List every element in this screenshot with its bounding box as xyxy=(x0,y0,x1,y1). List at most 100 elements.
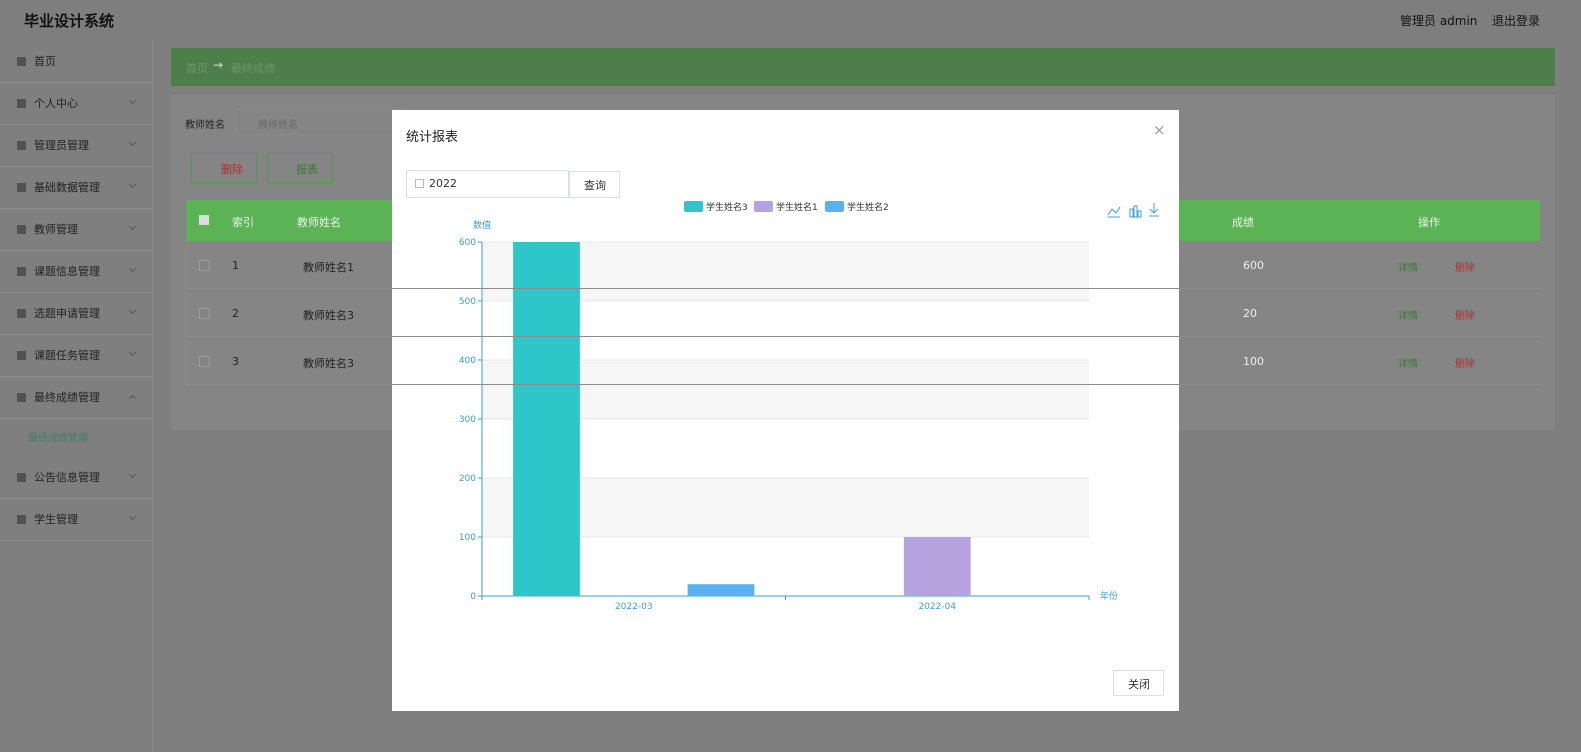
close-button[interactable] xyxy=(1113,670,1164,696)
y-tick-label: 300 xyxy=(459,415,476,425)
table-header-cell: 索引 xyxy=(232,216,254,229)
legend-swatch[interactable] xyxy=(684,201,703,212)
sidebar-item-label: 基础数据管理 xyxy=(34,181,100,194)
toolbox[interactable] xyxy=(1107,203,1159,218)
search-placeholder: 教师姓名 xyxy=(258,120,298,131)
legend-label[interactable]: 学生姓名1 xyxy=(776,201,818,213)
y-axis-label: 数值 xyxy=(473,219,491,231)
delete-link[interactable]: 删除 xyxy=(1455,263,1475,274)
bar xyxy=(687,584,755,596)
sidebar-item[interactable]: 管理员管理 xyxy=(0,125,152,167)
y-tick-label: 500 xyxy=(459,297,476,307)
top-bar xyxy=(0,0,1581,40)
sidebar-item-label: 课题信息管理 xyxy=(34,265,100,278)
app-title: 毕业设计系统 xyxy=(24,12,115,30)
chevron xyxy=(128,96,137,105)
sidebar-icon xyxy=(17,351,26,360)
chevron xyxy=(128,512,137,521)
sidebar-item-label: 课题任务管理 xyxy=(34,349,100,362)
sidebar-item-label: 首页 xyxy=(34,55,56,68)
legend-label[interactable]: 学生姓名3 xyxy=(706,201,748,213)
sidebar-icon xyxy=(17,183,26,192)
y-tick-label: 0 xyxy=(470,592,476,602)
sidebar-item[interactable]: 首页 xyxy=(0,41,152,83)
sidebar-item-label: 个人中心 xyxy=(34,97,78,110)
chevron xyxy=(128,470,137,479)
select-all-checkbox[interactable] xyxy=(199,215,209,225)
legend-swatch[interactable] xyxy=(825,201,844,212)
logout[interactable]: 退出登录 xyxy=(1492,14,1541,28)
sidebar-item[interactable]: 课题信息管理 xyxy=(0,251,152,293)
chevron xyxy=(128,264,137,273)
query-button[interactable] xyxy=(569,171,620,198)
cell-teacher: 教师姓名3 xyxy=(303,309,354,322)
sidebar-item-label: 管理员管理 xyxy=(34,139,89,152)
modal-close-x[interactable]: × xyxy=(1153,121,1166,139)
chevron xyxy=(128,306,137,315)
grid-band xyxy=(482,478,1089,537)
sidebar-item-label: 教师管理 xyxy=(34,223,78,236)
sidebar-icon xyxy=(17,473,26,482)
breadcrumb-current: 最终成绩 xyxy=(231,62,275,75)
y-tick-label: 200 xyxy=(459,474,476,484)
calendar-icon xyxy=(415,179,424,188)
delete-link[interactable]: 删除 xyxy=(1455,311,1475,322)
row-checkbox[interactable] xyxy=(199,260,210,271)
table-header-cell: 教师姓名 xyxy=(297,216,341,229)
detail-link[interactable]: 详情 xyxy=(1398,311,1418,322)
row-checkbox[interactable] xyxy=(199,356,210,367)
sidebar-item[interactable]: 学生管理 xyxy=(0,499,152,541)
legend-label[interactable]: 学生姓名2 xyxy=(847,201,889,213)
row-checkbox[interactable] xyxy=(199,308,210,319)
report-button-label: 报表 xyxy=(296,163,318,176)
y-tick-label: 600 xyxy=(459,238,476,248)
sidebar-item[interactable]: 课题任务管理 xyxy=(0,335,152,377)
y-tick-label: 100 xyxy=(459,533,476,543)
search-label: 教师姓名 xyxy=(185,120,225,131)
query-button-label: 查询 xyxy=(584,179,606,192)
cell-index: 3 xyxy=(232,355,239,368)
delete-button-label: 删除 xyxy=(221,163,243,176)
close-button-label: 关闭 xyxy=(1128,678,1150,691)
sidebar-item-label: 学生管理 xyxy=(34,513,78,526)
breadcrumb-home[interactable]: 首页 xyxy=(186,62,208,75)
cell-score: 100 xyxy=(1243,355,1264,368)
x-axis-label: 年份 xyxy=(1100,590,1118,602)
user-name[interactable]: 管理员 admin xyxy=(1400,14,1478,28)
sidebar-item[interactable]: 基础数据管理 xyxy=(0,167,152,209)
chevron xyxy=(128,394,137,403)
delete-link[interactable]: 删除 xyxy=(1455,359,1475,370)
cell-teacher: 教师姓名3 xyxy=(303,357,354,370)
cell-score: 600 xyxy=(1243,259,1264,272)
sidebar-icon xyxy=(17,515,26,524)
chevron xyxy=(128,348,137,357)
sidebar-item[interactable]: 个人中心 xyxy=(0,83,152,125)
report-button[interactable] xyxy=(267,153,333,183)
table-row xyxy=(186,338,1540,385)
legend-swatch[interactable] xyxy=(754,201,773,212)
sidebar-subitem[interactable]: 最终成绩管理 xyxy=(28,433,88,444)
table-header-cell: 操作 xyxy=(1418,216,1440,229)
table-row xyxy=(186,290,1540,337)
year-input[interactable] xyxy=(406,170,569,198)
detail-link[interactable]: 详情 xyxy=(1398,263,1418,274)
chevron xyxy=(128,138,137,147)
chevron xyxy=(128,222,137,231)
table-row xyxy=(186,242,1540,289)
sidebar-item[interactable]: 公告信息管理 xyxy=(0,457,152,499)
detail-link[interactable]: 详情 xyxy=(1398,359,1418,370)
cell-teacher: 教师姓名1 xyxy=(303,261,354,274)
y-tick-label: 400 xyxy=(459,356,476,366)
sidebar-item[interactable]: 最终成绩管理 xyxy=(0,377,152,419)
sidebar-item-label: 最终成绩管理 xyxy=(34,391,100,404)
year-value: 2022 xyxy=(429,177,457,190)
x-tick-label: 2022-04 xyxy=(918,602,956,612)
sidebar-icon xyxy=(17,267,26,276)
sidebar-item[interactable]: 选题申请管理 xyxy=(0,293,152,335)
delete-button[interactable] xyxy=(191,153,257,183)
cell-index: 2 xyxy=(232,307,239,320)
grid-band xyxy=(482,360,1089,419)
sidebar-item[interactable]: 教师管理 xyxy=(0,209,152,251)
